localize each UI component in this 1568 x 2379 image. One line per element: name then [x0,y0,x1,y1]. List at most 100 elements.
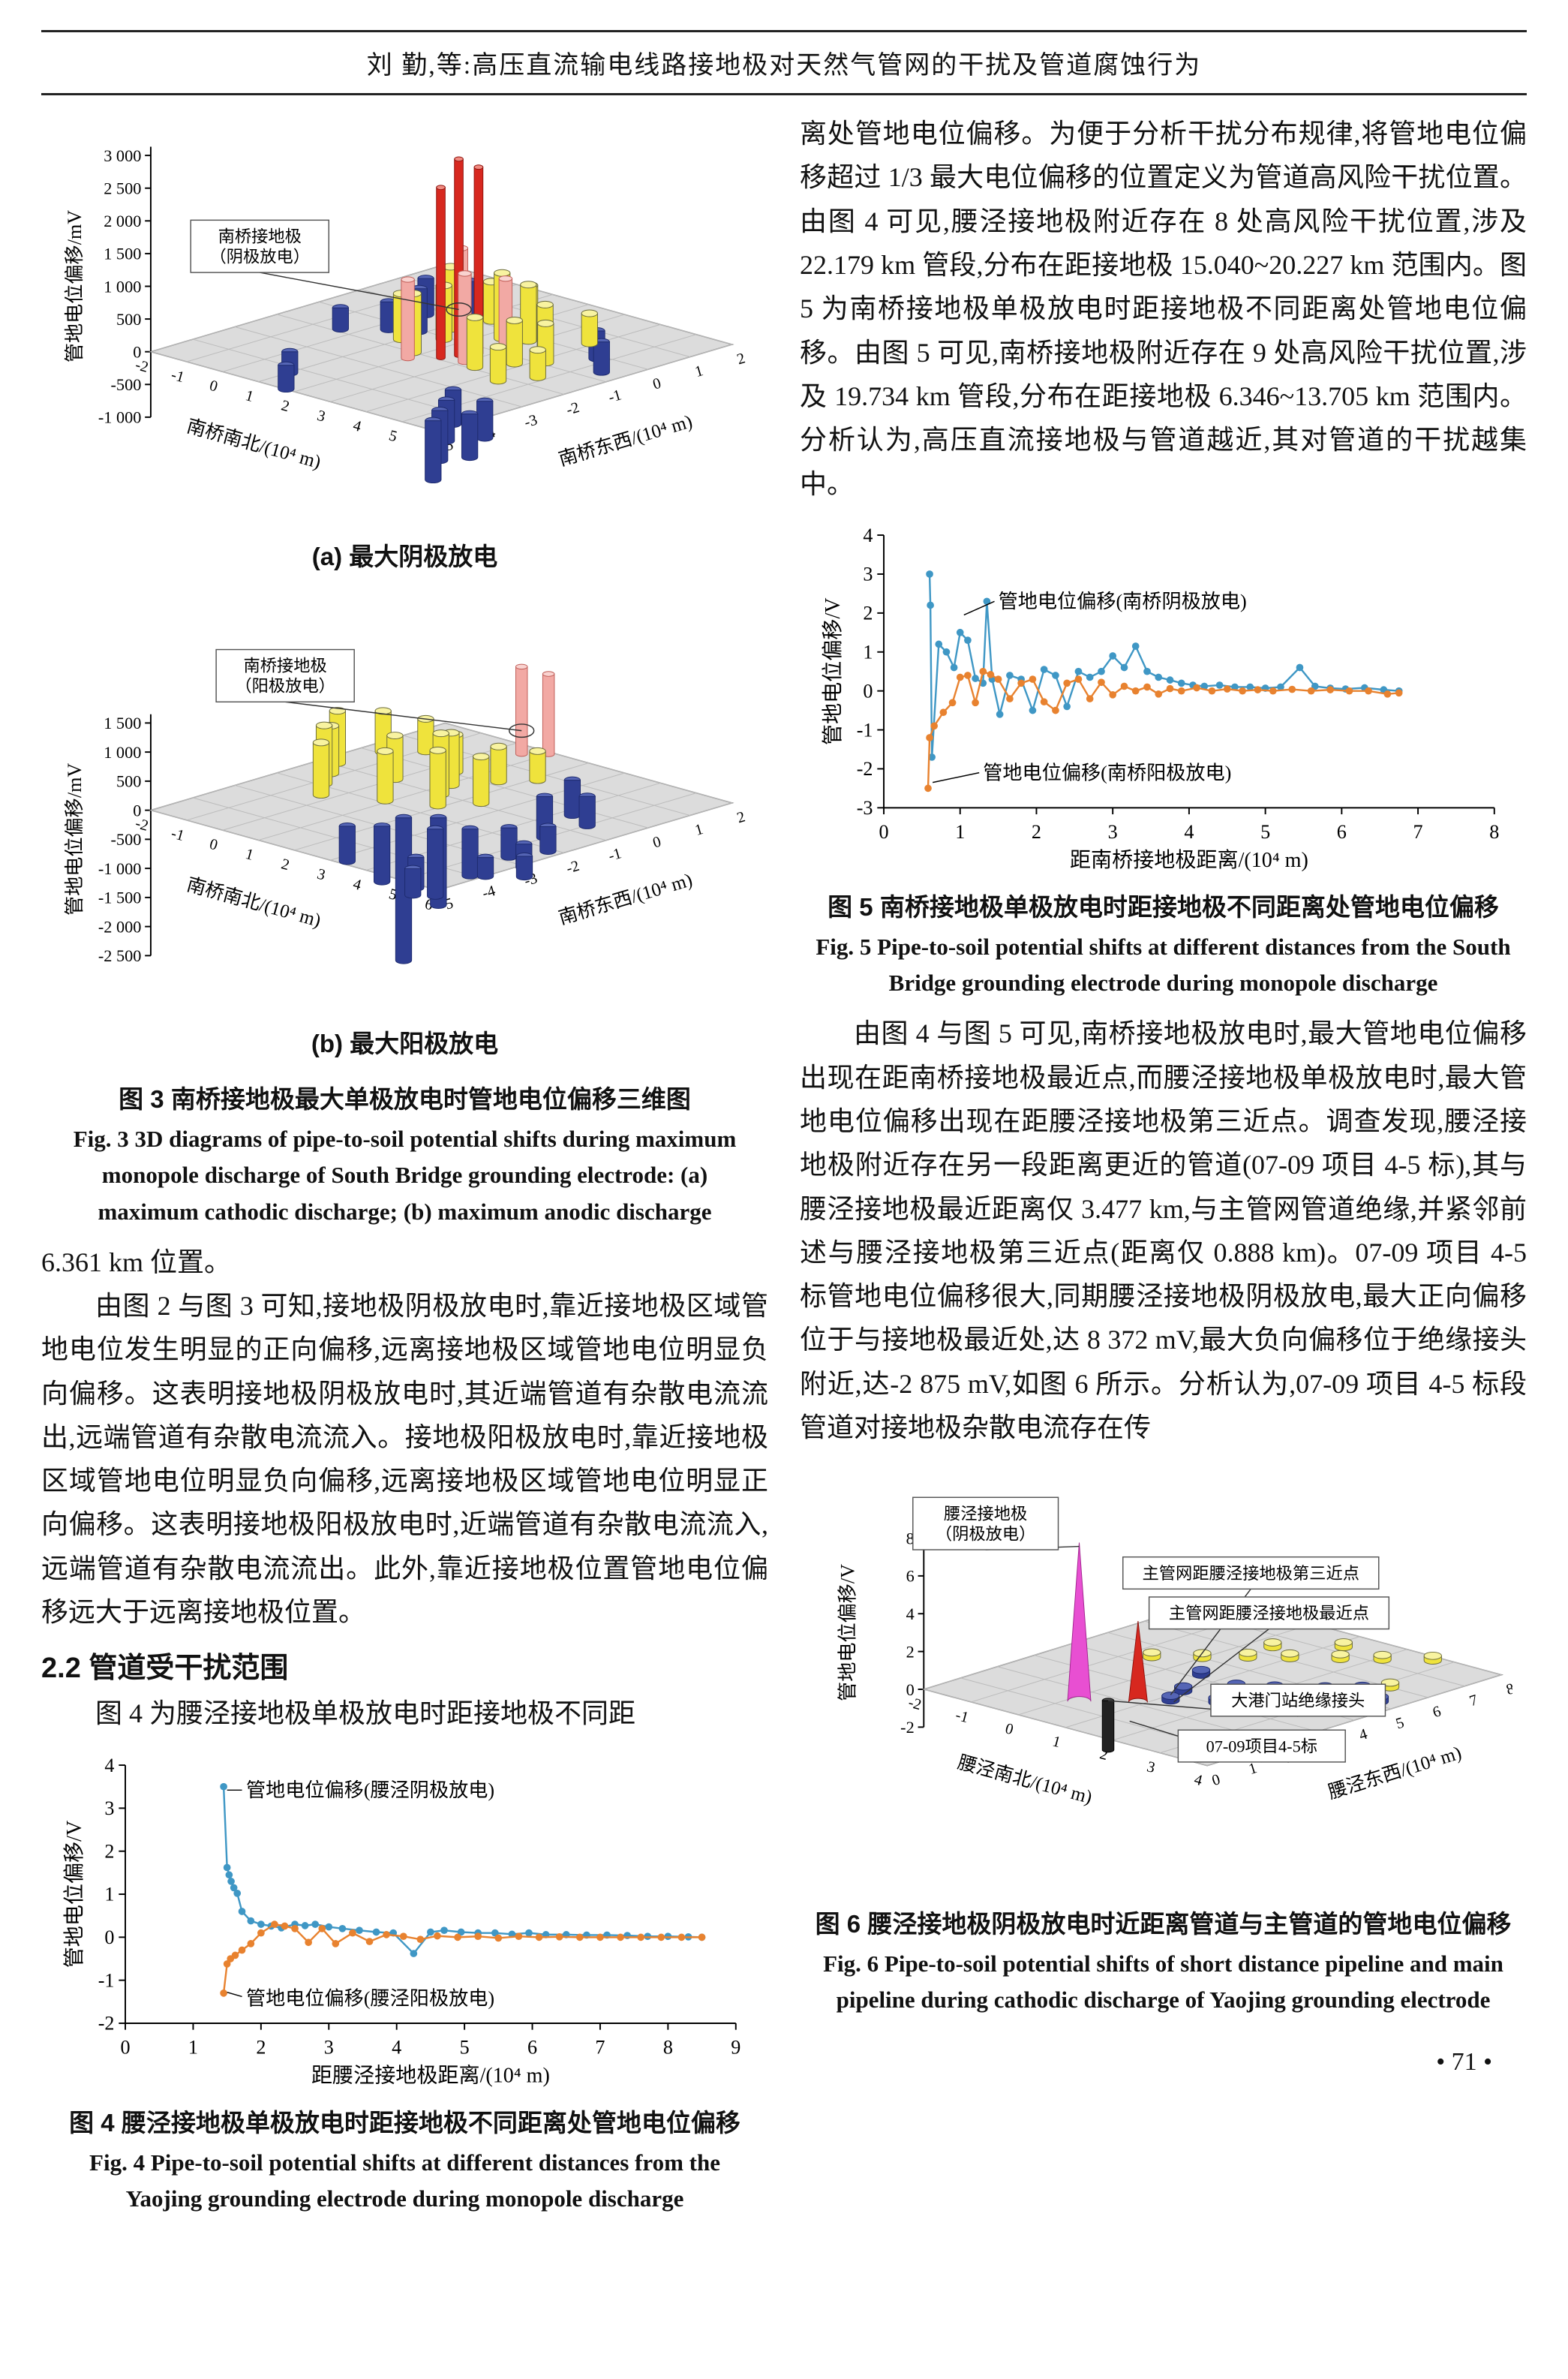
svg-text:4: 4 [1356,1726,1368,1744]
svg-text:南桥南北/(10⁴ m): 南桥南北/(10⁴ m) [184,416,323,474]
paragraph-fig4-intro: 图 4 为腰泾接地极单极放电时距接地极不同距 [95,1698,636,1729]
content-columns: -1 0 0 0 -500 0 500 1 0 0 0 1 500 2 000 2 500 3 000 管… [41,112,1527,2227]
figure-6: -202468管地电位偏移/V-2-101234012345678腰泾南北/(1… [800,1457,1527,1893]
svg-text:0: 0 [133,342,141,361]
svg-text:1: 1 [955,821,965,843]
svg-text:管地电位偏移(腰泾阳极放电): 管地电位偏移(腰泾阳极放电) [245,1987,494,2009]
svg-text:1: 1 [104,1883,114,1905]
svg-text:0: 0 [133,801,141,820]
figure-3-caption-cn: 图 3 南桥接地极最大单极放电时管地电位偏移三维图 [119,1085,691,1114]
svg-text:2: 2 [104,1840,114,1862]
svg-text:4: 4 [1192,1772,1204,1790]
svg-text:3: 3 [1145,1759,1157,1777]
figure-4-caption-en: Fig. 4 Pipe-to-soil potential shifts at … [89,2149,720,2212]
svg-text:8: 8 [1489,821,1499,843]
svg-text:4: 4 [392,2036,401,2058]
figure-5-line-chart: -3 -2 -1 0 1 2 3 4 0 1 2 3 4 5 6 7 8 距南桥接地极距离/(10⁴ m) 管地电位… [820,525,1499,872]
svg-text:距南桥接地极距离/(10⁴ m): 距南桥接地极距离/(10⁴ m) [1069,848,1308,872]
figure-3a-subcaption: (a) 最大阴极放电 [311,542,498,570]
svg-text:3: 3 [315,866,327,884]
svg-text:0: 0 [1209,1772,1221,1790]
svg-text:3: 3 [315,408,327,426]
svg-text:2 000: 2 000 [104,212,141,230]
svg-text:（阴极放电）: （阴极放电） [935,1525,1035,1544]
svg-text:2: 2 [1031,821,1041,843]
svg-text:-1 500: -1 500 [98,889,141,907]
svg-text:腰泾接地极: 腰泾接地极 [943,1505,1026,1523]
svg-text:2: 2 [279,397,291,415]
svg-text:腰泾东西/(10⁴ m): 腰泾东西/(10⁴ m) [1325,1743,1463,1803]
svg-text:-3: -3 [522,412,539,432]
svg-text:5: 5 [1260,821,1270,843]
svg-text:管地电位偏移/mV: 管地电位偏移/mV [63,762,85,915]
svg-text:2 500: 2 500 [104,179,141,197]
svg-text:2: 2 [734,808,746,826]
svg-text:4: 4 [351,876,363,894]
svg-text:500: 500 [116,310,140,329]
svg-text:0: 0 [120,2036,130,2058]
svg-text:2: 2 [256,2036,266,2058]
svg-text:0: 0 [906,1680,914,1699]
svg-text:管地电位偏移(南桥阳极放电): 管地电位偏移(南桥阳极放电) [983,762,1231,783]
svg-text:腰泾南北/(10⁴ m): 腰泾南北/(10⁴ m) [955,1752,1094,1809]
svg-text:7: 7 [1413,821,1422,843]
svg-text:-2 000: -2 000 [98,917,141,936]
svg-text:2: 2 [279,856,291,874]
svg-text:南桥接地极: 南桥接地极 [218,227,301,245]
figure-5: -3 -2 -1 0 1 2 3 4 0 1 2 3 4 5 6 7 8 距南桥接地极距离/(10⁴ m) 管地电位… [800,513,1527,877]
left-column: -1 000 -500 0 500 1 000 1 500 2 000 2 500 3 000 管… [41,112,768,2227]
figure-5-caption-en: Fig. 5 Pipe-to-soil potential shifts at … [816,934,1511,997]
svg-text:1: 1 [692,821,704,839]
svg-text:07-09项目4-5标: 07-09项目4-5标 [1206,1737,1317,1756]
svg-text:南桥东西/(10⁴ m): 南桥东西/(10⁴ m) [556,411,695,470]
svg-text:1: 1 [1050,1734,1062,1752]
svg-text:0: 0 [207,836,219,854]
svg-text:6: 6 [906,1567,914,1586]
svg-text:5: 5 [459,2036,469,2058]
svg-text:1: 1 [243,387,255,405]
svg-text:1: 1 [692,362,704,380]
svg-text:4: 4 [863,525,873,546]
svg-text:大港门站绝缘接头: 大港门站绝缘接头 [1231,1692,1365,1710]
figure-3a: -1 000 -500 0 500 1 000 1 500 2 000 2 500 3 000 管… [41,112,768,573]
svg-text:管地电位偏移(腰泾阴极放电): 管地电位偏移(腰泾阴极放电) [245,1779,494,1801]
svg-text:4: 4 [351,417,363,435]
svg-text:主管网距腰泾接地极第三近点: 主管网距腰泾接地极第三近点 [1142,1564,1359,1583]
svg-text:7: 7 [595,2036,605,2058]
svg-text:管地电位偏移/V: 管地电位偏移/V [62,1820,86,1968]
svg-text:1: 1 [1246,1760,1258,1778]
svg-text:8: 8 [1504,1680,1512,1698]
svg-text:1 500: 1 500 [104,714,141,732]
paragraph-lead: 6.361 km 位置。 [41,1247,232,1277]
figure-6-caption-cn: 图 6 腰泾接地极阴极放电时近距离管道与主管道的管地电位偏移 [815,1909,1512,1938]
svg-text:-500: -500 [110,830,141,849]
svg-text:3: 3 [863,563,873,585]
svg-text:3: 3 [104,1797,114,1819]
svg-text:3 000: 3 000 [104,146,141,165]
svg-text:500: 500 [116,772,140,791]
svg-text:5: 5 [1394,1715,1406,1733]
svg-text:距腰泾接地极距离/(10⁴ m): 距腰泾接地极距离/(10⁴ m) [311,2063,549,2087]
figure-6-caption-en: Fig. 6 Pipe-to-soil potential shifts of … [823,1950,1503,2013]
svg-text:8: 8 [662,2036,672,2058]
svg-text:-1: -1 [954,1707,970,1727]
running-title: 刘 勤,等:高压直流输电线路接地极对天然气管网的干扰及管道腐蚀行为 [366,52,1202,80]
svg-text:主管网距腰泾接地极最近点: 主管网距腰泾接地极最近点 [1168,1604,1368,1623]
figure-4-caption-cn: 图 4 腰泾接地极单极放电时距接地极不同距离处管地电位偏移 [69,2108,740,2137]
svg-text:1: 1 [243,846,255,864]
svg-text:9: 9 [731,2036,740,2058]
svg-text:管地电位偏移/V: 管地电位偏移/V [837,1564,858,1701]
svg-text:2: 2 [734,350,746,368]
svg-text:南桥接地极: 南桥接地极 [243,656,326,675]
svg-text:6: 6 [1431,1704,1443,1722]
svg-text:2: 2 [863,602,873,624]
svg-text:4: 4 [1184,821,1194,843]
svg-text:-2: -2 [133,815,149,835]
svg-text:-2: -2 [564,399,581,419]
svg-text:0: 0 [879,821,888,843]
svg-text:0: 0 [650,833,662,851]
figure-3b-3d-chart: -2 500 -2 000 -1 500 -1 000 -500 0 500 1 000 1 5… [63,648,746,965]
svg-text:3: 3 [1107,821,1117,843]
